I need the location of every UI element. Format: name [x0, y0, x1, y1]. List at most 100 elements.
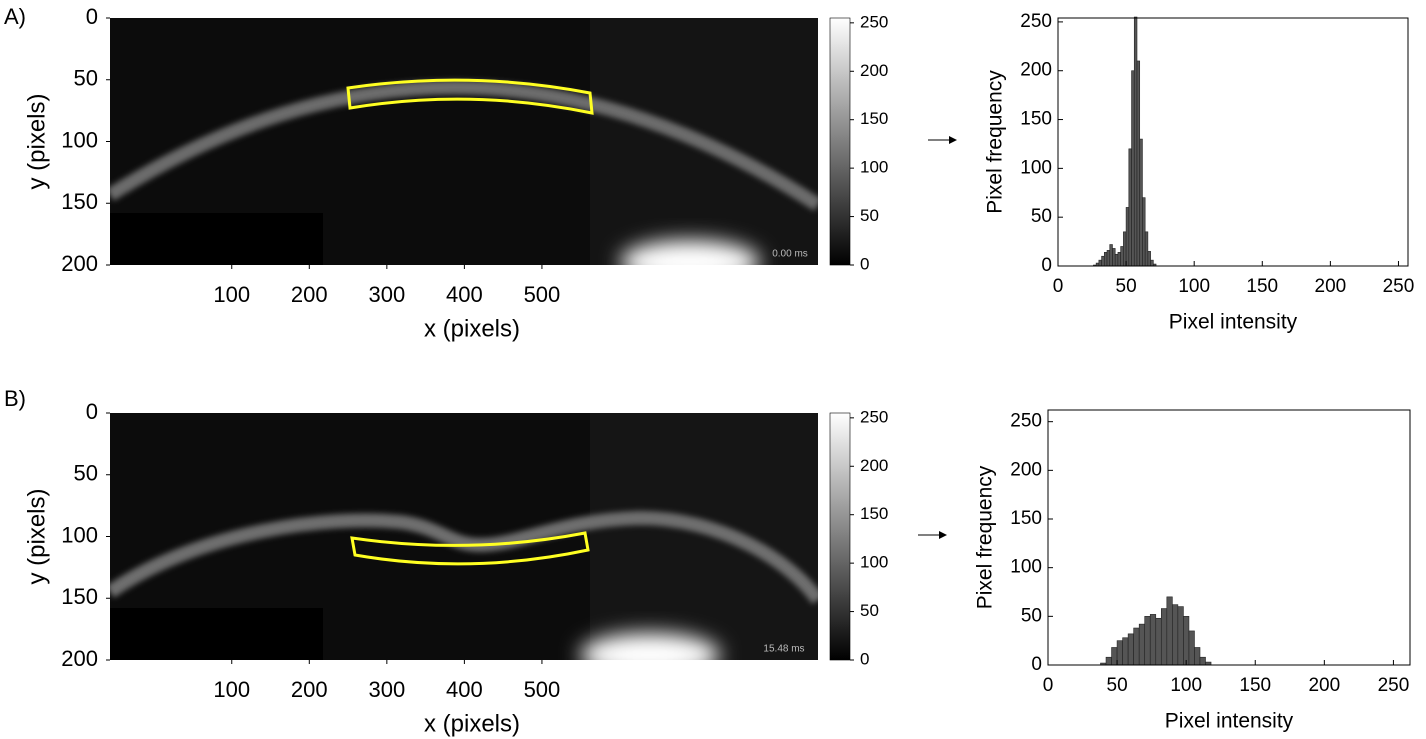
- bar: [1183, 616, 1190, 666]
- colorbar: [829, 412, 851, 661]
- x-tick-label: 200: [291, 677, 328, 702]
- y-tick-label: 0: [1031, 654, 1042, 675]
- y-tick-label: 100: [1020, 157, 1052, 178]
- bar: [1131, 70, 1135, 267]
- bar: [1147, 251, 1151, 267]
- x-tick-label: 100: [1178, 276, 1210, 297]
- y-tick-label: 50: [1021, 605, 1042, 626]
- bar: [1098, 259, 1102, 267]
- y-tick-label: 150: [1020, 109, 1052, 130]
- colorbar-tick-label: 100: [860, 553, 888, 572]
- plot-frame: [1057, 17, 1409, 267]
- colorbar-tick-label: 250: [860, 12, 888, 31]
- x-tick-label: 50: [1116, 276, 1137, 297]
- y-tick-label: 200: [61, 251, 98, 276]
- plot-frame: [1047, 409, 1411, 666]
- y-tick-label: 100: [61, 127, 98, 152]
- bar: [1199, 656, 1206, 666]
- bar: [1149, 614, 1157, 666]
- x-tick-label: 150: [1246, 276, 1278, 297]
- colorbar-tick-label: 150: [860, 504, 888, 523]
- y-tick-label: 0: [86, 4, 98, 29]
- y-tick-label: 150: [61, 189, 98, 214]
- bar: [1160, 608, 1168, 666]
- bar: [1111, 647, 1118, 666]
- bar: [1194, 647, 1201, 666]
- image-b: [110, 413, 818, 660]
- x-axis-label: x (pixels): [424, 710, 520, 737]
- x-axis-label: Pixel intensity: [1165, 710, 1294, 733]
- bar: [1120, 246, 1124, 267]
- bar: [1144, 616, 1151, 666]
- y-axis-label: y (pixels): [23, 488, 50, 584]
- bar: [1112, 248, 1116, 267]
- x-tick-label: 100: [1170, 675, 1202, 696]
- x-tick-label: 200: [1308, 675, 1340, 696]
- y-tick-label: 200: [1010, 459, 1042, 480]
- bar: [1133, 627, 1140, 666]
- bar: [1138, 623, 1146, 666]
- x-tick-label: 500: [524, 282, 561, 307]
- bar: [1172, 604, 1179, 666]
- colorbar-tick-label: 50: [860, 206, 879, 225]
- x-tick-label: 300: [368, 282, 405, 307]
- bar: [1144, 231, 1149, 267]
- x-tick-label: 0: [1053, 276, 1064, 297]
- colorbar-tick-label: 200: [860, 456, 888, 475]
- x-axis-label: Pixel intensity: [1169, 311, 1298, 334]
- bar: [1105, 656, 1112, 666]
- y-tick-label: 200: [61, 646, 98, 671]
- colorbar-tick-label: 150: [860, 109, 888, 128]
- colorbar-tick-label: 50: [860, 601, 879, 620]
- bar: [1125, 207, 1130, 267]
- y-tick-label: 100: [61, 522, 98, 547]
- y-axis-label: y (pixels): [23, 93, 50, 189]
- bar: [1155, 617, 1162, 666]
- bar: [1133, 16, 1138, 267]
- bar: [1109, 244, 1113, 267]
- colorbar-tick-label: 0: [860, 649, 869, 668]
- colorbar-tick-label: 250: [860, 407, 888, 426]
- y-tick-label: 150: [61, 584, 98, 609]
- x-tick-label: 100: [213, 677, 250, 702]
- image-a: [110, 18, 818, 265]
- y-tick-label: 50: [1031, 206, 1052, 227]
- x-tick-label: 150: [1239, 675, 1271, 696]
- bar: [1177, 606, 1184, 666]
- y-tick-label: 200: [1020, 60, 1052, 81]
- y-tick-label: 250: [1010, 411, 1042, 432]
- bar: [1123, 231, 1127, 267]
- panel-label: B): [4, 386, 26, 411]
- bar: [1128, 148, 1132, 267]
- x-tick-label: 400: [446, 282, 483, 307]
- panel-label: A): [4, 4, 26, 29]
- y-tick-label: 250: [1020, 11, 1052, 32]
- y-tick-label: 0: [1041, 255, 1052, 276]
- x-tick-label: 300: [368, 677, 405, 702]
- bar: [1142, 197, 1146, 267]
- y-tick-label: 150: [1010, 508, 1042, 529]
- y-tick-label: 100: [1010, 557, 1042, 578]
- bar: [1136, 60, 1141, 267]
- y-tick-label: 50: [74, 461, 98, 486]
- y-tick-label: 0: [86, 399, 98, 424]
- bar: [1114, 253, 1119, 267]
- x-tick-label: 200: [291, 282, 328, 307]
- bar: [1127, 633, 1134, 666]
- colorbar-tick-label: 200: [860, 61, 888, 80]
- bar: [1122, 637, 1129, 666]
- x-tick-label: 100: [213, 282, 250, 307]
- timestamp: 15.48 ms: [763, 644, 804, 655]
- bar: [1188, 630, 1195, 666]
- bar: [1106, 250, 1111, 267]
- colorbar: [829, 17, 851, 266]
- bar: [1150, 259, 1154, 267]
- x-tick-label: 250: [1383, 276, 1415, 297]
- bar: [1101, 255, 1105, 267]
- bar: [1116, 640, 1123, 666]
- x-tick-label: 200: [1315, 276, 1347, 297]
- colorbar-tick-label: 100: [860, 158, 888, 177]
- x-tick-label: 0: [1043, 675, 1054, 696]
